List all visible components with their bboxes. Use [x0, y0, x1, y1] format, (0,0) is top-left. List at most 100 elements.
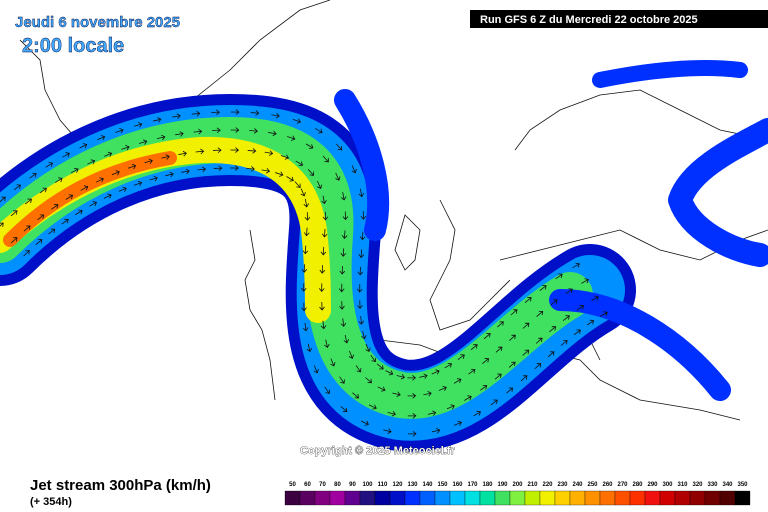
legend-label: 320 — [692, 482, 703, 488]
legend-label: 140 — [422, 482, 433, 488]
wind-arrow — [246, 166, 255, 172]
legend-label: 110 — [378, 482, 388, 488]
wind-arrow — [303, 227, 310, 237]
legend-label: 230 — [557, 482, 568, 488]
wind-arrow — [161, 154, 170, 160]
wind-arrow — [23, 225, 31, 232]
legend-swatch — [479, 490, 496, 506]
wind-arrow — [62, 152, 70, 158]
legend-swatch — [614, 490, 631, 506]
legend-label: 250 — [587, 482, 598, 488]
wind-arrow — [294, 181, 301, 188]
wind-arrow — [370, 354, 377, 363]
wind-arrow — [115, 128, 124, 134]
wind-arrow — [392, 391, 401, 397]
wind-arrow — [522, 322, 530, 329]
wind-arrow — [340, 318, 347, 327]
wind-arrow — [295, 160, 304, 167]
wind-arrow — [549, 326, 557, 333]
wind-arrow — [534, 363, 542, 370]
wind-arrow — [407, 430, 417, 437]
legend-label: 70 — [319, 482, 326, 488]
wind-arrow — [522, 349, 530, 356]
legend-label: 190 — [497, 482, 508, 488]
wind-arrow — [48, 228, 56, 235]
wind-arrow — [407, 412, 417, 419]
legend-label: 90 — [349, 482, 356, 488]
wind-arrow — [149, 175, 158, 182]
wind-arrow — [524, 297, 532, 304]
legend-label: 100 — [362, 482, 373, 488]
wind-arrow — [457, 354, 465, 360]
legend-label: 200 — [512, 482, 523, 488]
wind-arrow — [495, 346, 503, 353]
wind-arrow — [271, 112, 280, 119]
legend-label: 260 — [602, 482, 613, 488]
wind-arrow — [407, 374, 417, 381]
copyright: Copyright © 2025 Meteociel.fr — [300, 445, 456, 457]
wind-arrow — [576, 304, 585, 311]
legend-swatch — [434, 490, 451, 506]
wind-arrow — [230, 127, 240, 133]
wind-arrow — [268, 130, 277, 137]
legend-swatch — [524, 490, 541, 506]
wind-arrow — [383, 428, 392, 434]
wind-arrow — [453, 378, 462, 384]
wind-arrow — [555, 273, 563, 280]
wind-arrow — [165, 171, 174, 178]
legend-label: 130 — [407, 482, 418, 488]
wind-arrow — [264, 150, 274, 156]
wind-arrow — [104, 151, 113, 157]
legend-label: 150 — [437, 482, 448, 488]
wind-arrow — [45, 162, 53, 168]
wind-arrow — [212, 147, 222, 154]
wind-arrow — [536, 310, 544, 317]
wind-arrow — [24, 198, 32, 205]
legend-label: 340 — [722, 482, 733, 488]
wind-arrow — [361, 330, 367, 340]
wind-arrow — [97, 135, 106, 141]
wind-arrow — [562, 315, 570, 321]
wind-arrow — [490, 399, 498, 406]
wind-arrow — [300, 188, 306, 197]
wind-arrow — [80, 185, 89, 191]
wind-arrow — [376, 363, 384, 370]
wind-arrow — [55, 177, 63, 183]
wind-arrow — [581, 278, 589, 284]
legend-swatch — [539, 490, 556, 506]
legend-swatch — [554, 490, 571, 506]
wind-arrow — [306, 343, 313, 353]
wind-arrow — [506, 387, 514, 394]
wind-arrow — [193, 128, 203, 135]
wind-arrow — [572, 262, 580, 269]
wind-arrow — [10, 237, 18, 244]
wind-arrow — [144, 158, 153, 164]
wind-arrow — [497, 321, 504, 328]
wind-arrow — [322, 211, 329, 221]
wind-arrow — [23, 250, 30, 257]
wind-arrow — [340, 406, 348, 413]
wind-arrow — [300, 283, 307, 292]
legend-swatch — [374, 490, 391, 506]
wind-arrow — [586, 319, 595, 326]
wind-arrow — [212, 127, 221, 134]
wind-arrow — [338, 283, 345, 293]
wind-arrow — [65, 194, 74, 200]
wind-arrow — [292, 118, 302, 124]
wind-arrow — [305, 143, 314, 149]
legend-label: 280 — [632, 482, 643, 488]
wind-arrow — [191, 110, 201, 117]
wind-arrow — [172, 113, 181, 119]
wind-arrow — [152, 117, 162, 123]
legend-swatch — [584, 490, 601, 506]
wind-arrow — [348, 350, 354, 359]
wind-arrow — [320, 246, 327, 256]
legend-swatch — [704, 490, 721, 506]
wind-arrow — [396, 374, 406, 380]
wind-arrow — [339, 301, 345, 310]
wind-arrow — [368, 404, 377, 410]
wind-arrow — [355, 365, 362, 373]
wind-arrow — [322, 155, 329, 163]
wind-arrow — [357, 300, 363, 310]
wind-arrow — [286, 176, 294, 182]
